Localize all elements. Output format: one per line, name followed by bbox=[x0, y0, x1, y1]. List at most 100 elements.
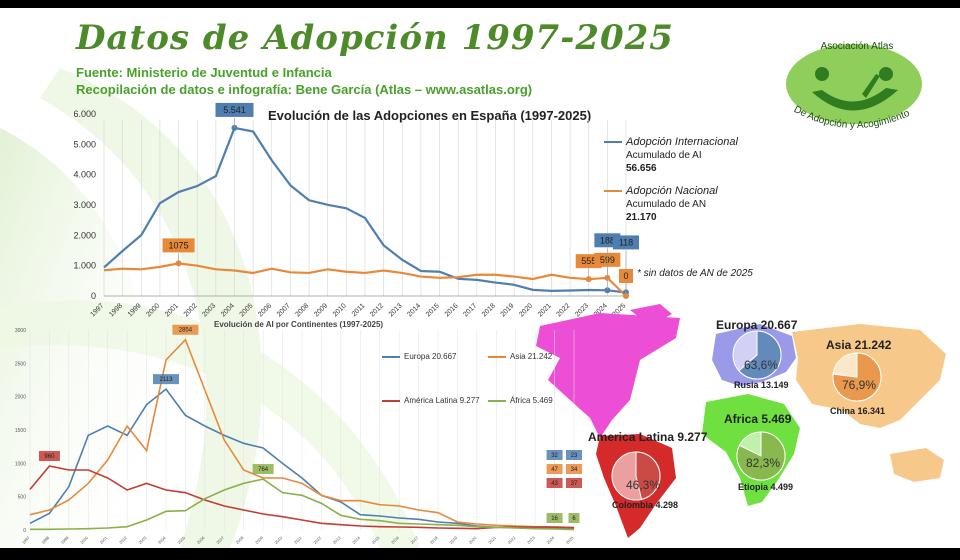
logo: Asociación Atlas De Adopción y Acogimien… bbox=[786, 41, 922, 131]
chart1-data-label: 118 bbox=[619, 237, 633, 247]
source-line: Fuente: Ministerio de Juventud e Infanci… bbox=[76, 65, 332, 80]
chart1-ytick: 3.000 bbox=[73, 200, 96, 210]
chart2-xtick: 2021 bbox=[487, 535, 497, 545]
chart2-xtick: 2001 bbox=[99, 535, 109, 545]
chart2-xtick: 2024 bbox=[545, 535, 555, 545]
logo-figures-icon bbox=[812, 67, 898, 111]
legend-ai-swatch bbox=[604, 141, 622, 144]
credits-line: Recopilación de datos e infografía: Bene… bbox=[76, 82, 533, 97]
chart1-series-line bbox=[103, 126, 627, 294]
chart1-title: Evolución de las Adopciones en España (1… bbox=[268, 108, 592, 123]
chart2-label-box bbox=[546, 513, 563, 523]
page-title: Datos de Adopción 1997-2025 bbox=[76, 18, 674, 58]
chart2-xtick: 2017 bbox=[409, 535, 419, 545]
leg2-asia-name: Asia 21.242 bbox=[510, 352, 553, 361]
chart2-label-box bbox=[172, 324, 199, 335]
chart1-data-label: 0 bbox=[623, 271, 628, 281]
chart2-data-label: 764 bbox=[258, 467, 269, 473]
leg2-latam-swatch bbox=[382, 399, 400, 402]
chart1-ytick: 6.000 bbox=[73, 109, 96, 119]
legend-an-total-label: Acumulado de AN bbox=[626, 199, 707, 210]
chart2-xtick: 2009 bbox=[254, 535, 264, 545]
chart2-data-label: 47 bbox=[551, 467, 558, 473]
chart1-data-label: 5.541 bbox=[223, 105, 246, 115]
chart2-xtick: 2010 bbox=[273, 535, 283, 545]
leg2-latam-name: América Latina 9.277 bbox=[404, 396, 480, 405]
asia-country: China 16.341 bbox=[830, 406, 886, 416]
chart2-data-label: 960 bbox=[44, 454, 55, 460]
chart2-data-label: 6 bbox=[572, 516, 576, 522]
chart1-ytick: 0 bbox=[91, 291, 96, 301]
legend-an-swatch bbox=[604, 190, 622, 193]
chart2-label-box bbox=[153, 374, 179, 385]
chart2-xtick: 2008 bbox=[235, 535, 245, 545]
chart1-ytick: 4.000 bbox=[73, 170, 96, 180]
chart2-data-label: 43 bbox=[551, 481, 558, 487]
legend-an-name: Adopción Nacional bbox=[626, 185, 718, 197]
chart2-data-label: 23 bbox=[571, 453, 578, 459]
chart2-label-box bbox=[566, 478, 582, 488]
chart2-ytick: 1500 bbox=[15, 428, 26, 434]
chart2-xtick: 2007 bbox=[215, 535, 225, 545]
europe-pct: 63,6% bbox=[744, 358, 779, 372]
chart2-series-line bbox=[29, 338, 575, 529]
chart2-label-box bbox=[566, 464, 582, 474]
infographic: Datos de Adopción 1997-2025 Fuente: Mini… bbox=[0, 8, 960, 548]
chart1-label-box bbox=[619, 269, 633, 283]
logo-line1: Asociación Atlas bbox=[821, 41, 894, 52]
chart2-label-box bbox=[546, 478, 563, 488]
chart1-ytick: 5.000 bbox=[73, 139, 96, 149]
africa-country: Etiopia 4.499 bbox=[738, 482, 794, 492]
chart2-data-label: 2113 bbox=[160, 377, 174, 383]
chart2-xtick: 2025 bbox=[565, 535, 575, 545]
chart1-data-label: 1075 bbox=[169, 240, 189, 250]
chart2-title: Evolución de AI por Continentes (1997-20… bbox=[214, 320, 384, 329]
chart2-xtick: 2015 bbox=[371, 535, 381, 545]
chart2-ytick: 500 bbox=[18, 495, 27, 501]
africa-title: Africa 5.469 bbox=[724, 412, 792, 426]
chart1-label-box bbox=[613, 235, 639, 250]
north-america-shape bbox=[536, 313, 680, 438]
greenland-shape bbox=[630, 304, 672, 326]
leg2-europa-swatch bbox=[382, 355, 400, 358]
europe-country: Rusia 13.149 bbox=[734, 380, 789, 390]
chart2-xtick: 2020 bbox=[468, 535, 478, 545]
chart2-plot: 0 500 1000 1500 2000 2500 3000 1997 1998 1999 2000… bbox=[15, 324, 582, 545]
chart2-xtick: 2018 bbox=[429, 535, 439, 545]
leg2-latam: América Latina 9.277 bbox=[382, 396, 480, 405]
chart2-xtick: 2011 bbox=[293, 535, 303, 545]
chart2-xtick: 2022 bbox=[507, 535, 517, 545]
leg2-europa-name: Europa 20.667 bbox=[404, 352, 457, 361]
chart2-xtick: 2019 bbox=[448, 535, 458, 545]
legend-ai-total-label: Acumulado de AI bbox=[626, 150, 702, 161]
pie-slice bbox=[736, 431, 786, 481]
pie-slice bbox=[832, 352, 882, 402]
chart2-data-label: 32 bbox=[551, 453, 558, 459]
chart2-series-line bbox=[30, 478, 575, 531]
chart1-ytick: 2.000 bbox=[73, 230, 96, 240]
chart2-data-label: 37 bbox=[571, 481, 578, 487]
leg2-africa: África 5.469 bbox=[488, 396, 553, 405]
chart2-label-box bbox=[568, 513, 580, 523]
legend-an-total: 21.170 bbox=[626, 212, 657, 223]
chart2-data-label: 2854 bbox=[179, 328, 193, 334]
leg2-europa: Europa 20.667 bbox=[382, 352, 457, 361]
latam-pct: 46,3% bbox=[626, 478, 661, 492]
chart2-label-box bbox=[546, 450, 563, 460]
chart2-xtick: 2003 bbox=[137, 535, 147, 545]
background-swirl bbox=[0, 68, 420, 548]
chart2-xtick: 1999 bbox=[60, 535, 70, 545]
chart2-series-line bbox=[29, 465, 575, 530]
pie-slice bbox=[738, 330, 782, 380]
chart2-ytick: 3000 bbox=[15, 328, 26, 334]
chart2-xtick: 1998 bbox=[40, 535, 50, 545]
chart2-data-label: 16 bbox=[551, 516, 558, 522]
pie-slice bbox=[635, 451, 661, 500]
chart1-data-label: 555 bbox=[581, 256, 596, 266]
chart1-data-label: 188 bbox=[600, 235, 615, 245]
chart2-xtick: 2004 bbox=[157, 535, 167, 545]
chart2-xtick: 1997 bbox=[21, 535, 31, 545]
legend-ai: Adopción Internacional Acumulado de AI 5… bbox=[604, 136, 738, 175]
leg2-africa-swatch bbox=[488, 399, 506, 402]
chart2-label-box bbox=[546, 464, 563, 474]
